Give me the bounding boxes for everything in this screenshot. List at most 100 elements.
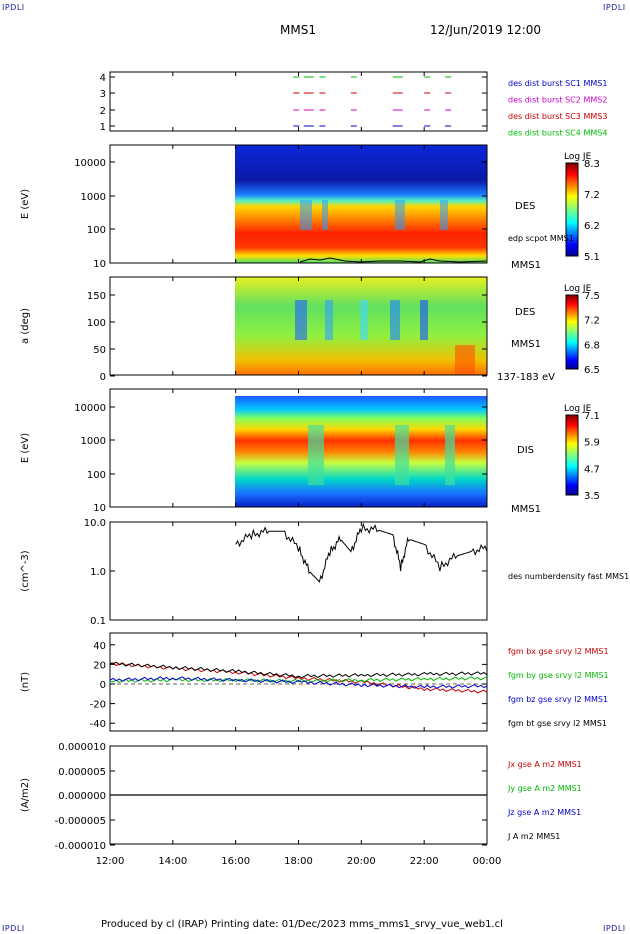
fgm-series-line	[109, 661, 488, 679]
des-pitch-colorbar	[565, 294, 579, 370]
current-legend-item: Jx gse A m2 MMS1	[507, 760, 582, 769]
fgm-legend-item: fgm by gse srvy l2 MMS1	[508, 671, 609, 680]
burst-tick-label: 2	[100, 106, 106, 117]
current-legend-item: Jz gse A m2 MMS1	[507, 808, 581, 817]
des-energy-tick-label: 100	[87, 225, 106, 236]
pitch-feature	[420, 300, 428, 340]
fgm-tick-label: -40	[90, 719, 106, 730]
spacecraft-title: MMS1	[280, 23, 316, 37]
dis-energy-colorbar	[565, 414, 579, 496]
energy-range-label: 137-183 eV	[497, 372, 555, 383]
burst-legend-item: des dist burst SC1 MMS1	[508, 79, 607, 88]
des-energy-spectrogram	[235, 145, 487, 263]
density-legend: des numberdensity fast MMS1	[508, 572, 629, 581]
dis-energy-cbar-title: Log JE	[564, 404, 592, 414]
des-energy-tick-label: 10000	[74, 158, 106, 169]
scpot-label: edp scpot MMS1	[508, 234, 574, 243]
des-pitch-cbar-tick: 7.2	[584, 316, 600, 327]
dis-energy-tick-label: 10000	[74, 403, 106, 414]
des-energy-feature	[322, 200, 328, 230]
dis-energy-feature	[308, 425, 324, 485]
current-tick-label: 0.000000	[58, 791, 106, 802]
des-energy-feature	[300, 200, 312, 230]
time-tick-label: 00:00	[473, 856, 502, 867]
fgm-ylabel: (nT)	[20, 672, 31, 692]
des-pitch-cbar-tick: 7.5	[584, 291, 600, 302]
des-energy-ylabel: E (eV)	[20, 189, 31, 219]
corner-label-tl: IPDLI	[2, 3, 25, 12]
corner-label-br: IPDLI	[603, 924, 626, 933]
des-pitch-cbar-tick: 6.8	[584, 340, 600, 351]
time-tick-label: 18:00	[284, 856, 313, 867]
dis-energy-cbar-tick: 7.1	[584, 411, 600, 422]
des-energy-cbar-tick: 8.3	[584, 159, 600, 170]
dis-energy-sc-label: MMS1	[511, 504, 541, 515]
density-tick-label: 0.1	[90, 616, 106, 627]
des-pitch-tick-label: 100	[87, 318, 106, 329]
dis-energy-label: DIS	[517, 445, 534, 456]
burst-tick-label: 1	[100, 122, 106, 133]
des-pitch-tick-label: 50	[93, 345, 106, 356]
des-pitch-label: DES	[515, 307, 535, 318]
current-tick-label: 0.000010	[58, 742, 106, 753]
dis-energy-feature	[445, 425, 455, 485]
des-energy-feature	[440, 200, 448, 230]
des-pitch-sc-label: MMS1	[511, 339, 541, 350]
des-pitch-tick-label: 150	[87, 291, 106, 302]
des-energy-label: DES	[515, 201, 535, 212]
des-energy-sc-label: MMS1	[511, 260, 541, 271]
fgm-series-line	[109, 676, 488, 689]
des-energy-tick-label: 1000	[81, 192, 106, 203]
corner-label-bl: IPDLI	[2, 924, 25, 933]
pitch-feature	[295, 300, 307, 340]
density-tick-label: 10.0	[84, 518, 106, 529]
des-energy-colorbar	[565, 162, 579, 257]
footer-text: Produced by cl (IRAP) Printing date: 01/…	[101, 919, 503, 930]
edp-scpot-line	[299, 257, 487, 263]
des-pitch-ylabel: a (deg)	[20, 308, 31, 344]
fgm-tick-label: 40	[93, 641, 106, 652]
burst-legend-item: des dist burst SC3 MMS3	[508, 112, 607, 121]
burst-tick-label: 4	[100, 73, 106, 84]
fgm-legend-item: fgm bz gse srvy l2 MMS1	[508, 695, 608, 704]
current-tick-label: -0.000010	[55, 841, 106, 852]
dis-energy-cbar-tick: 4.7	[584, 464, 600, 475]
fgm-tick-label: 20	[93, 660, 106, 671]
density-line	[235, 522, 488, 583]
burst-legend-item: des dist burst SC2 MMS2	[508, 96, 607, 105]
fgm-tick-label: -20	[90, 700, 106, 711]
des-energy-cbar-title: Log JE	[564, 152, 592, 162]
corner-label-tr: IPDLI	[603, 3, 626, 12]
dis-energy-tick-label: 1000	[81, 436, 106, 447]
density-tick-label: 1.0	[90, 567, 106, 578]
plot-date: 12/Jun/2019 12:00	[430, 23, 542, 37]
des-energy-cbar-tick: 6.2	[584, 221, 600, 232]
current-tick-label: -0.000005	[55, 816, 106, 827]
time-tick-label: 20:00	[347, 856, 376, 867]
time-tick-label: 12:00	[96, 856, 125, 867]
current-tick-label: 0.000005	[58, 767, 106, 778]
burst-tick-label: 3	[100, 89, 106, 100]
fgm-legend-item: fgm bx gse srvy l2 MMS1	[508, 647, 609, 656]
fgm-legend-item: fgm bt gse srvy l2 MMS1	[508, 719, 607, 728]
dis-energy-feature	[395, 425, 409, 485]
dis-energy-tick-label: 10	[93, 503, 106, 514]
des-energy-cbar-tick: 7.2	[584, 190, 600, 201]
des-pitch-cbar-title: Log JE	[564, 284, 592, 294]
current-legend-item: Jy gse A m2 MMS1	[507, 784, 582, 793]
dis-energy-ylabel: E (eV)	[20, 433, 31, 463]
fgm-tick-label: 0	[100, 680, 106, 691]
des-pitch-cbar-tick: 6.5	[584, 365, 600, 376]
dis-energy-tick-label: 100	[87, 470, 106, 481]
pitch-feature	[325, 300, 333, 340]
des-energy-feature	[395, 200, 405, 230]
pitch-feature	[360, 300, 368, 340]
burst-legend-item: des dist burst SC4 MMS4	[508, 129, 607, 138]
pitch-feature	[455, 345, 475, 375]
des-energy-tick-label: 10	[93, 259, 106, 270]
time-tick-label: 22:00	[410, 856, 439, 867]
current-legend-item: J A m2 MMS1	[507, 832, 560, 841]
current-ylabel: (A/m2)	[20, 778, 31, 812]
time-tick-label: 14:00	[158, 856, 187, 867]
